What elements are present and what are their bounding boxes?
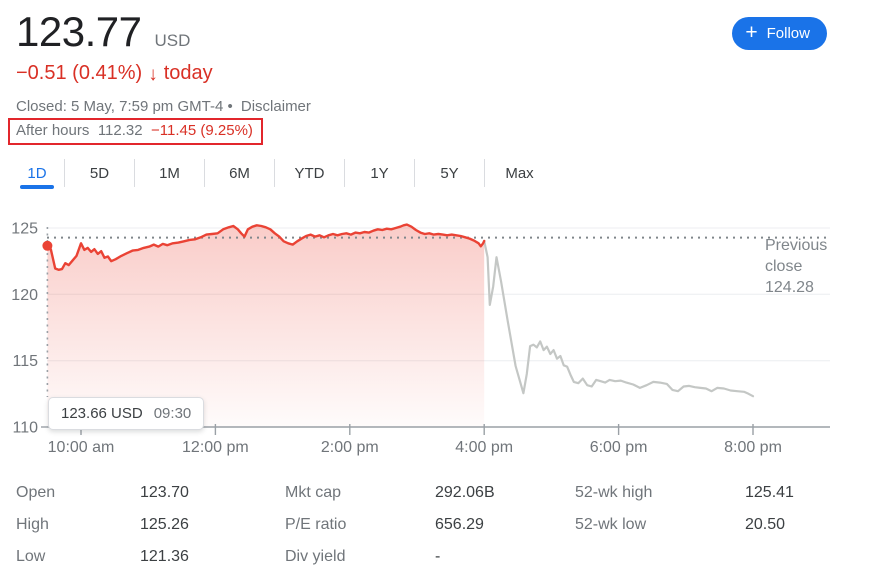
tab-1y[interactable]: 1Y xyxy=(344,159,414,188)
stat-item: 52-wk low 20.50 xyxy=(575,509,868,541)
tab-label: 5Y xyxy=(440,164,459,182)
quote-header: 123.77 USD + Follow −0.51 (0.41%) ↓ toda… xyxy=(0,0,884,146)
price-change-line: −0.51 (0.41%) ↓ today xyxy=(16,62,868,85)
stat-label: 52-wk high xyxy=(575,484,653,502)
stat-label: Div yield xyxy=(285,548,346,566)
stat-item: Div yield - xyxy=(285,541,575,573)
stat-item: Mkt cap 292.06B xyxy=(285,477,575,509)
x-axis-label: 4:00 pm xyxy=(455,439,513,456)
x-axis-label: 2:00 pm xyxy=(321,439,379,456)
stat-label xyxy=(575,547,745,567)
x-axis-label: 6:00 pm xyxy=(590,439,648,456)
currency-label: USD xyxy=(154,31,191,50)
active-tab-indicator xyxy=(20,185,54,190)
stat-value: 20.50 xyxy=(745,516,786,534)
tab-6m[interactable]: 6M xyxy=(204,159,274,188)
stat-label: P/E ratio xyxy=(285,516,347,534)
x-axis-label: 10:00 am xyxy=(48,439,115,456)
change-period: today xyxy=(163,62,213,85)
stat-value: - xyxy=(435,548,441,566)
tab-label: 1D xyxy=(27,164,47,182)
y-axis-label: 120 xyxy=(11,287,38,304)
stat-item: P/E ratio 656.29 xyxy=(285,509,575,541)
stat-value: 123.70 xyxy=(140,484,189,502)
follow-label: Follow xyxy=(766,25,810,42)
market-status-line: Closed: 5 May, 7:59 pm GMT-4 • Disclaime… xyxy=(16,98,868,115)
stat-value: 121.36 xyxy=(140,548,189,566)
stat-value: 656.29 xyxy=(435,516,484,534)
tab-label: 1Y xyxy=(370,164,389,182)
chart-tooltip: 123.66 USD 09:30 xyxy=(48,397,205,431)
tab-ytd[interactable]: YTD xyxy=(274,159,344,188)
tab-label: 5D xyxy=(89,164,110,182)
previous-close-label: Previous close 124.28 xyxy=(765,235,839,298)
chart-section: 110 115 120 125 10:00 am 12:00 pm 2:00 pm 4:00 … xyxy=(0,211,884,461)
tab-label: 1M xyxy=(159,164,180,182)
tab-label: YTD xyxy=(294,164,325,182)
tooltip-price: 123.66 USD xyxy=(61,405,143,423)
closed-text: Closed: 5 May, 7:59 pm GMT-4 • xyxy=(16,98,233,116)
stat-label: Mkt cap xyxy=(285,484,342,502)
tab-1d[interactable]: 1D xyxy=(10,159,64,190)
after-hours-change: −11.45 (9.25%) xyxy=(151,122,253,140)
series-start-marker xyxy=(42,240,53,251)
follow-button[interactable]: + Follow xyxy=(732,17,827,50)
stat-value: 125.41 xyxy=(745,484,794,502)
previous-close-text: Previous close xyxy=(765,237,828,276)
tab-1m[interactable]: 1M xyxy=(134,159,204,188)
stat-item: 52-wk high 125.41 xyxy=(575,477,868,509)
y-axis-label: 125 xyxy=(11,221,38,238)
after-hours-label: After hours xyxy=(16,122,90,140)
after-hours-line xyxy=(483,239,755,398)
y-axis-label: 110 xyxy=(12,420,38,437)
stat-label: High xyxy=(16,516,49,534)
after-hours-highlight-box: After hours 112.32 −11.45 (9.25%) xyxy=(8,118,263,146)
stat-value: 125.26 xyxy=(140,516,189,534)
regular-session-area xyxy=(47,224,485,428)
arrow-down-icon: ↓ xyxy=(148,63,158,85)
tab-label: Max xyxy=(505,164,534,182)
y-axis-label: 115 xyxy=(12,353,38,370)
stat-item: Open 123.70 xyxy=(16,477,285,509)
stat-item: Low 121.36 xyxy=(16,541,285,573)
x-axis-label: 8:00 pm xyxy=(724,439,782,456)
tab-max[interactable]: Max xyxy=(484,159,554,188)
tooltip-time: 09:30 xyxy=(153,405,192,423)
stock-price: 123.77 xyxy=(16,8,142,55)
stat-item xyxy=(575,541,868,573)
stat-label: Low xyxy=(16,548,46,566)
stat-item: High 125.26 xyxy=(16,509,285,541)
regular-session-line xyxy=(46,223,486,272)
range-tab-bar: 1D 5D 1M 6M YTD 1Y 5Y Max xyxy=(10,159,884,190)
tab-5d[interactable]: 5D xyxy=(64,159,134,188)
stat-label: Open xyxy=(16,484,56,502)
plus-icon: + xyxy=(745,21,758,44)
disclaimer-link[interactable]: Disclaimer xyxy=(240,98,311,116)
stat-value: 292.06B xyxy=(435,484,495,502)
stats-grid: Open 123.70 Mkt cap 292.06B 52-wk high 125.41… xyxy=(0,461,884,573)
price-row: 123.77 USD xyxy=(16,8,868,55)
tab-label: 6M xyxy=(229,164,250,182)
previous-close-value: 124.28 xyxy=(765,279,814,297)
after-hours-price: 112.32 xyxy=(97,122,143,140)
stat-label: 52-wk low xyxy=(575,516,647,534)
tab-5y[interactable]: 5Y xyxy=(414,159,484,188)
change-value: −0.51 (0.41%) xyxy=(16,62,143,85)
x-axis-label: 12:00 pm xyxy=(182,439,249,456)
